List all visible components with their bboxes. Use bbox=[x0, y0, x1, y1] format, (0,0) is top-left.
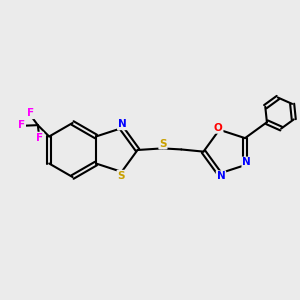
Text: S: S bbox=[117, 171, 125, 181]
Text: F: F bbox=[36, 133, 43, 142]
Text: N: N bbox=[118, 119, 127, 129]
Text: S: S bbox=[159, 139, 167, 148]
Text: N: N bbox=[242, 158, 251, 167]
Text: F: F bbox=[27, 108, 34, 118]
Text: N: N bbox=[217, 171, 225, 181]
Text: F: F bbox=[18, 120, 25, 130]
Text: O: O bbox=[214, 123, 223, 133]
